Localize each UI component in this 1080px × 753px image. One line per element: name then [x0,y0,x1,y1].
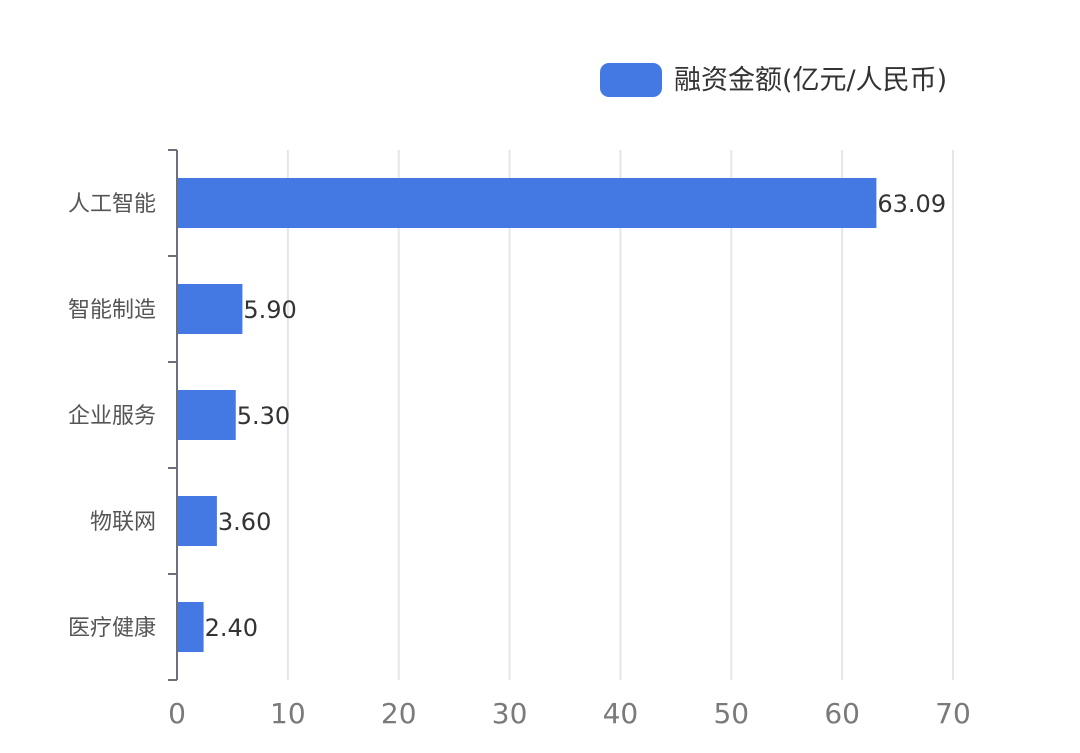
bars [177,178,877,652]
y-category-label: 物联网 [90,510,156,535]
bar [177,602,204,652]
axes [168,149,178,681]
legend-label: 融资金额(亿元/人民币) [674,65,947,96]
bar [177,178,877,228]
x-tick-label: 60 [824,697,860,730]
legend-swatch [600,63,662,97]
data-label: 2.40 [205,614,258,642]
x-tick-label: 10 [270,697,306,730]
x-tick-label: 0 [168,697,186,730]
bar [177,390,236,440]
legend: 融资金额(亿元/人民币) [600,63,947,97]
grid-lines [286,150,954,680]
x-tick-label: 20 [381,697,417,730]
x-tick-label: 50 [713,697,749,730]
y-category-label: 企业服务 [68,404,156,429]
x-tick-label: 40 [603,697,639,730]
y-category-label: 智能制造 [68,298,156,323]
data-label: 5.90 [243,296,296,324]
bar [177,284,243,334]
x-tick-label: 30 [492,697,528,730]
y-category-label: 医疗健康 [68,616,156,641]
labels: 0 10 20 30 40 50 60 70 人工智能 63.09 智能制造 5.90 企业服务 5.30… [68,190,971,730]
bar [177,496,217,546]
data-label: 5.30 [237,402,290,430]
data-label: 63.09 [877,190,946,218]
x-tick-label: 70 [935,697,971,730]
data-label: 3.60 [218,508,271,536]
y-category-label: 人工智能 [68,192,156,217]
